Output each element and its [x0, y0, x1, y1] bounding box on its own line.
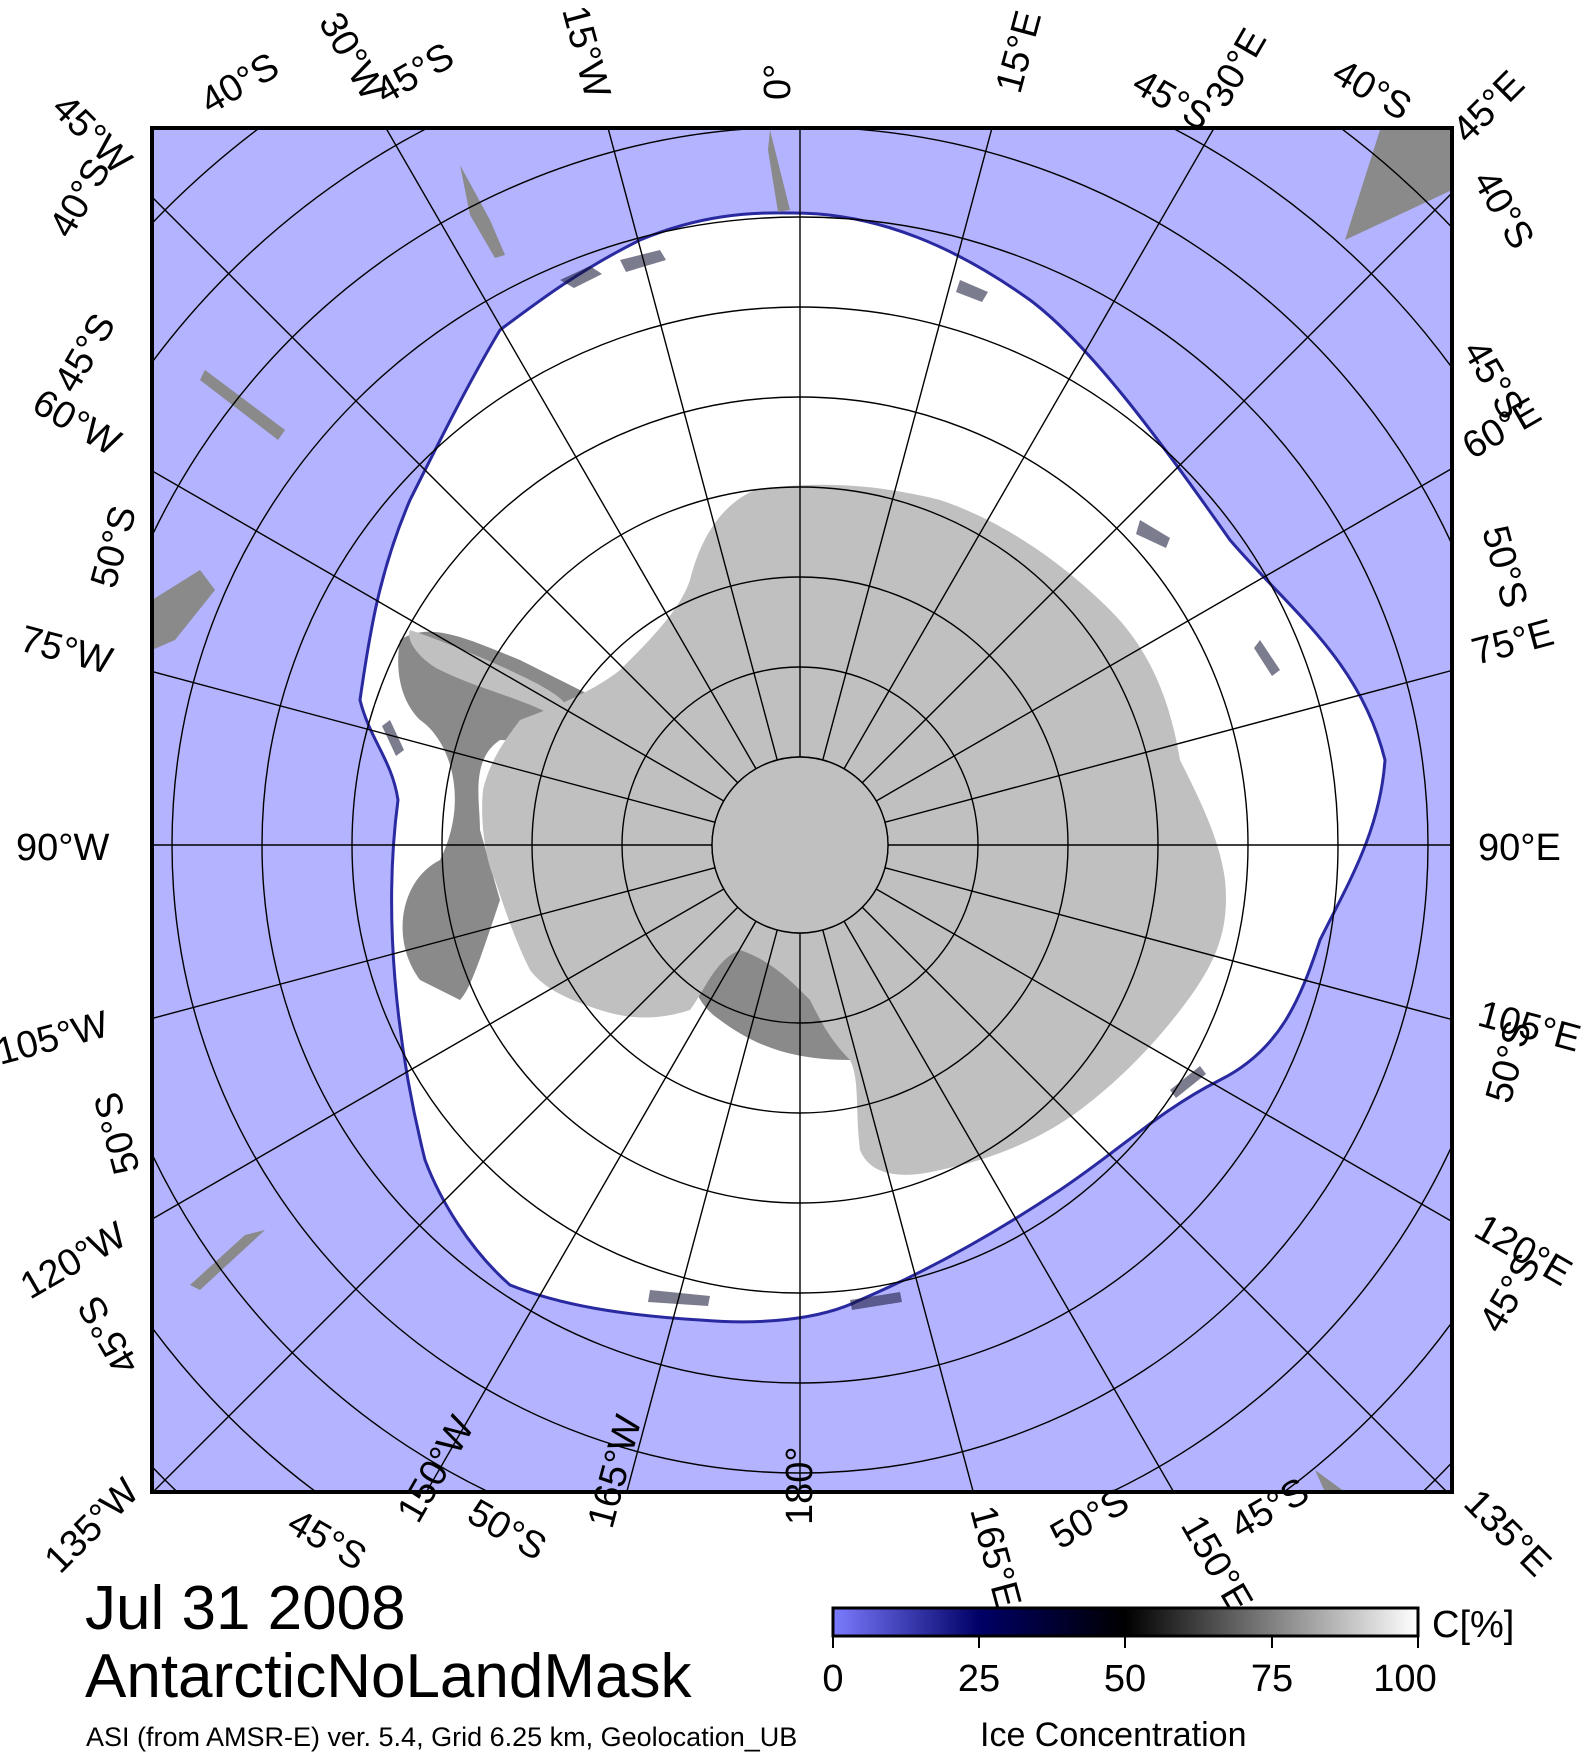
map-frame [150, 126, 1454, 1494]
label-45e: 45°E [1445, 63, 1533, 151]
colorbar-tick-50: 50 [1103, 1658, 1147, 1700]
colorbar-tick-100: 100 [1373, 1658, 1437, 1700]
pole-cap [711, 756, 889, 934]
antarctic-peninsula [409, 630, 569, 720]
label-0-top: 0° [757, 64, 799, 100]
australia-corner [1345, 128, 1452, 240]
south-america-tip [152, 570, 215, 650]
label-75e: 75°E [1467, 612, 1558, 674]
colorbar-subtitle: Ice Concentration [980, 1716, 1247, 1754]
label-90e: 90°E [1478, 827, 1561, 869]
marginal-ice-zone [382, 250, 1280, 1310]
label-45s-topleft: 45°S [369, 35, 462, 113]
label-45s-bottomleft: 45°S [281, 1501, 374, 1579]
label-135w: 135°W [37, 1471, 148, 1582]
island-upper-left [460, 165, 505, 258]
colorbar-tick-25: 25 [957, 1658, 1001, 1700]
label-120w: 120°W [14, 1214, 134, 1308]
label-135e: 135°E [1456, 1482, 1559, 1585]
label-90w: 90°W [16, 827, 109, 869]
label-45s-lowleft: 45°S [70, 1289, 148, 1382]
label-180-bottom: 180° [779, 1446, 821, 1525]
island-left [200, 370, 285, 440]
label-15e-top: 15°E [988, 6, 1050, 97]
label-50s-lowleft: 50°S [87, 1088, 149, 1179]
label-50s-left: 50°S [83, 501, 145, 592]
map-date: Jul 31 2008 [85, 1574, 406, 1643]
island-lower-left [190, 1230, 265, 1290]
label-105w: 105°W [0, 1003, 113, 1073]
label-165e-bottom: 165°E [961, 1501, 1028, 1612]
island-top [768, 130, 790, 212]
colorbar-tick-0: 0 [822, 1658, 844, 1700]
new-zealand-corner [1315, 1470, 1345, 1492]
data-credit: ASI (from AMSR-E) ver. 5.4, Grid 6.25 km… [86, 1722, 798, 1752]
label-40s-topright: 40°S [1326, 51, 1419, 129]
label-15w-top: 15°W [553, 1, 618, 102]
label-50s-bottomleft: 50°S [461, 1491, 554, 1569]
dataset-name: AntarcticNoLandMask [85, 1642, 692, 1711]
colorbar-tick-75: 75 [1250, 1658, 1294, 1700]
label-50s-right: 50°S [1473, 521, 1535, 612]
colorbar-ticks [832, 1636, 1419, 1648]
colorbar [831, 1606, 1420, 1638]
label-45s-left: 45°S [46, 307, 124, 400]
label-40s-right: 40°S [1464, 164, 1542, 257]
label-75w: 75°W [16, 618, 117, 683]
colorbar-title: C[%] [1432, 1604, 1515, 1646]
label-40s-topleft: 40°S [194, 45, 287, 123]
